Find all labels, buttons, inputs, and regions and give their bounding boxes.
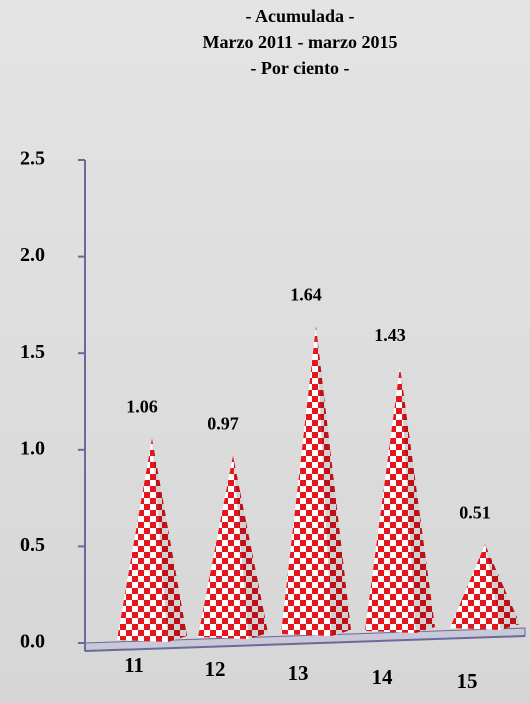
pyramid-side <box>316 326 351 636</box>
y-tick-label: 0.0 <box>20 631 45 653</box>
pyramid <box>365 366 416 633</box>
value-label: 1.64 <box>290 284 322 304</box>
pyramid-side <box>152 438 187 642</box>
pyramid-side <box>400 366 435 633</box>
x-tick-label: 12 <box>205 657 226 681</box>
pyramid-shade <box>400 366 435 633</box>
pyramid-shade <box>152 438 187 642</box>
value-label: 1.43 <box>374 325 406 345</box>
pyramid-side <box>233 455 268 639</box>
x-tick-label: 11 <box>124 653 144 677</box>
chart-subtitle: Marzo 2011 - marzo 2015 <box>203 32 398 52</box>
y-tick-label: 0.5 <box>20 534 45 556</box>
y-tick-label: 1.0 <box>20 437 45 459</box>
y-tick-label: 2.5 <box>20 148 45 170</box>
value-label: 0.97 <box>207 414 239 434</box>
unit-label: - Por ciento - <box>250 58 349 78</box>
x-axis <box>84 635 526 652</box>
chart-title: - Acumulada - <box>245 6 354 26</box>
pyramid <box>450 544 501 630</box>
x-tick-label: 15 <box>457 669 478 693</box>
y-tick-label: 1.5 <box>20 341 45 363</box>
pyramid <box>281 326 332 636</box>
pyramid-side <box>485 544 520 630</box>
value-label: 1.06 <box>126 396 158 416</box>
x-tick-label: 14 <box>372 665 394 689</box>
value-label: 0.51 <box>459 503 491 523</box>
pyramid <box>198 455 249 639</box>
pyramid-shade <box>316 326 351 636</box>
pyramid-shade <box>485 544 520 630</box>
pyramid <box>117 438 168 642</box>
x-tick-label: 13 <box>288 661 309 685</box>
y-tick-label: 2.0 <box>20 244 45 266</box>
pyramid-shade <box>233 455 268 639</box>
